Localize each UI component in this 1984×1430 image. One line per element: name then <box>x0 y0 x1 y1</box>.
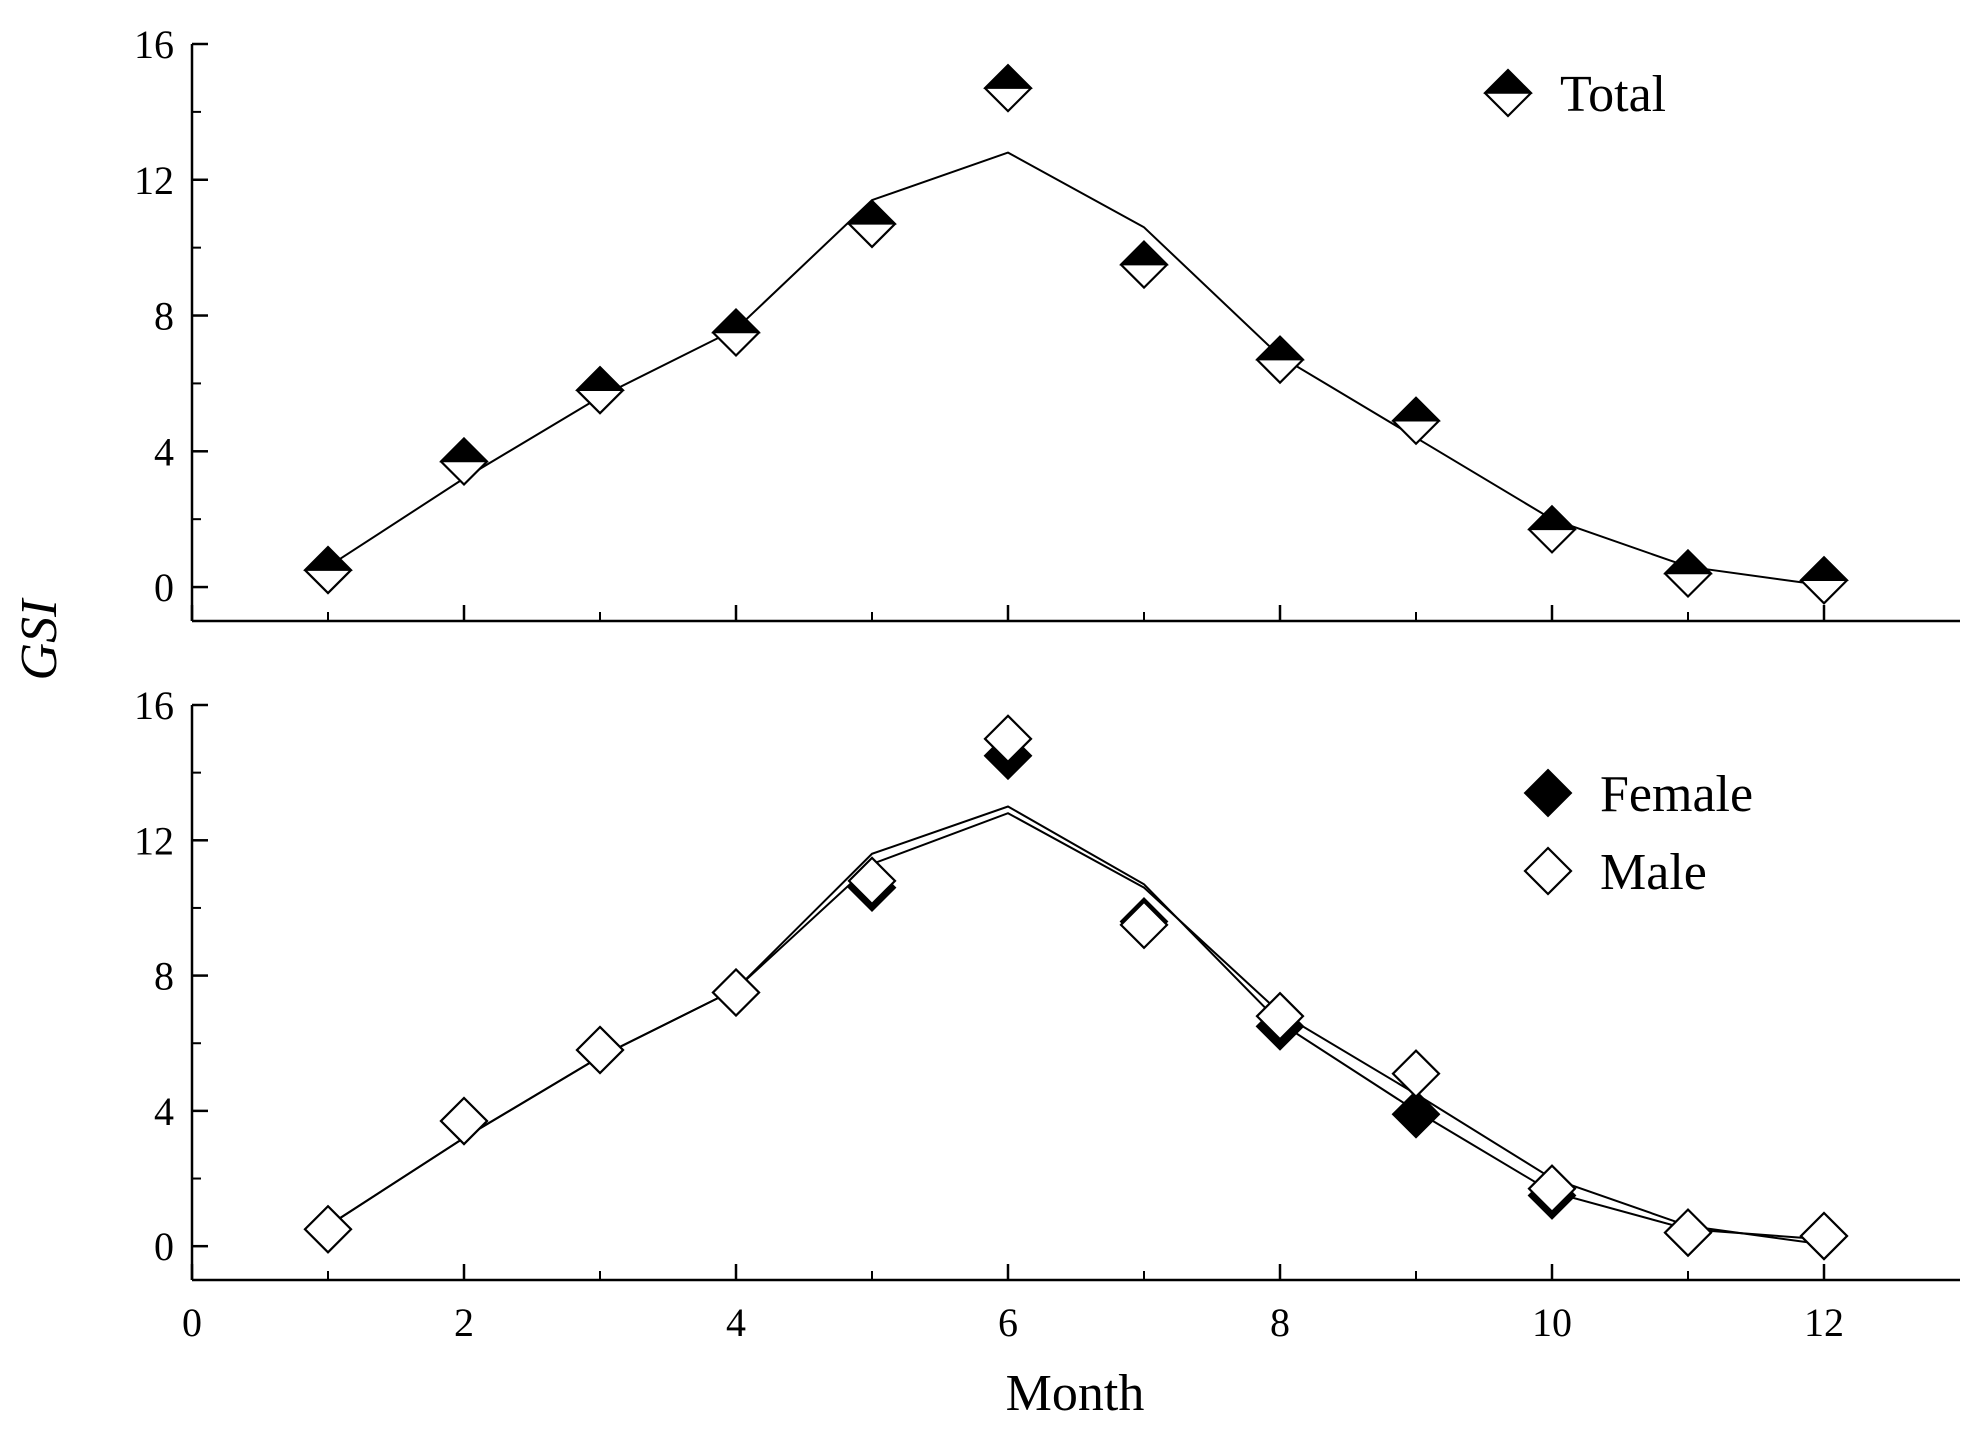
y-tick-label: 16 <box>134 22 174 67</box>
y-tick-label: 8 <box>154 294 174 339</box>
data-point-male <box>1527 1164 1577 1214</box>
data-point-male <box>1255 991 1305 1041</box>
legend-label-total: Total <box>1560 66 1666 123</box>
data-point-total <box>1391 396 1441 446</box>
top-panel: 0 4 8 12 16 Total <box>134 22 1960 623</box>
bottom-panel: 0 4 8 12 16 0 2 4 6 8 10 12 Female Male <box>134 683 1960 1345</box>
data-point-total <box>711 307 761 358</box>
y-tick-label: 4 <box>154 1089 174 1134</box>
x-tick-label: 10 <box>1532 1300 1572 1345</box>
legend-marker-total <box>1483 68 1533 118</box>
x-axis-title: Month <box>1006 1365 1145 1422</box>
data-point-male <box>1799 1211 1849 1261</box>
x-tick-label: 8 <box>1270 1300 1290 1345</box>
data-point-male <box>711 967 761 1018</box>
data-point-male <box>1663 1208 1713 1258</box>
data-point-total <box>439 436 489 487</box>
x-tick-label: 12 <box>1804 1300 1844 1345</box>
x-tick-label: 2 <box>454 1300 474 1345</box>
legend-marker-female <box>1523 768 1573 818</box>
y-tick-label: 12 <box>134 818 174 863</box>
data-point-total <box>1119 240 1169 290</box>
fit-line-male <box>327 812 1825 1246</box>
data-point-total <box>303 545 353 595</box>
y-tick-label: 0 <box>154 565 174 610</box>
data-point-male <box>303 1204 353 1254</box>
data-point-total <box>983 63 1033 113</box>
legend-label-female: Female <box>1600 766 1753 823</box>
x-tick-label: 0 <box>182 1300 202 1345</box>
data-point-total <box>1663 548 1713 599</box>
data-point-male <box>983 714 1033 764</box>
y-tick-label: 4 <box>154 429 174 474</box>
y-tick-label: 16 <box>134 683 174 728</box>
data-point-male <box>439 1096 489 1146</box>
data-point-male <box>847 856 897 906</box>
y-tick-label: 8 <box>154 954 174 999</box>
data-point-female <box>1391 1089 1441 1139</box>
y-tick-label: 12 <box>134 158 174 203</box>
x-tick-label: 4 <box>726 1300 746 1345</box>
data-point-total <box>1255 335 1305 385</box>
data-point-male <box>1119 900 1169 950</box>
y-tick-label: 0 <box>154 1224 174 1269</box>
data-point-male <box>575 1025 625 1075</box>
data-point-total <box>1527 504 1577 554</box>
legend-label-male: Male <box>1600 844 1707 901</box>
y-axis-title: GSI <box>11 597 68 681</box>
data-point-total <box>1799 555 1849 605</box>
x-tick-label: 6 <box>998 1300 1018 1345</box>
legend-marker-male <box>1523 846 1573 896</box>
data-point-total <box>847 199 897 249</box>
data-point-total <box>575 365 625 415</box>
data-point-male <box>1391 1049 1441 1099</box>
fit-line-total <box>327 151 1825 587</box>
